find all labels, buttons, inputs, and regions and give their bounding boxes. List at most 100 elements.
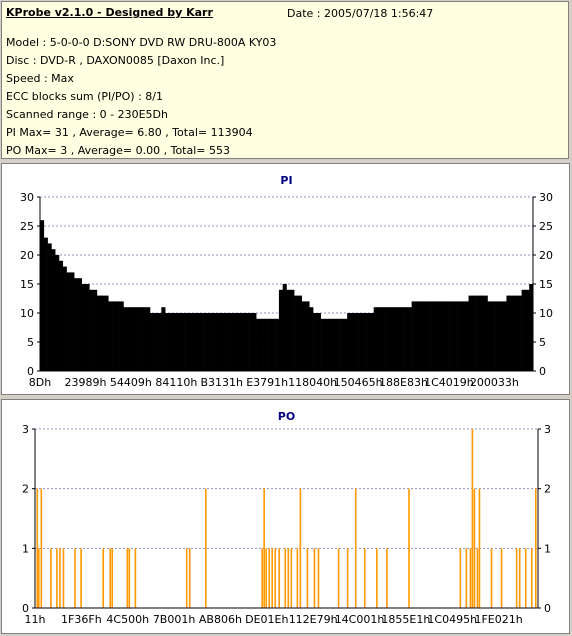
pi-bar <box>100 295 105 371</box>
pi-bar <box>123 307 128 371</box>
po-bar <box>134 548 137 608</box>
pi-bar <box>294 295 299 371</box>
po-bar <box>515 548 518 608</box>
pi-bar <box>457 301 462 371</box>
pi-bar <box>495 301 500 371</box>
po-bar <box>299 488 302 608</box>
pi-bar <box>119 301 124 371</box>
po-y-tick-label-right: 1 <box>544 542 551 555</box>
pi-bar <box>392 307 397 371</box>
po-bar <box>500 548 503 608</box>
po-bar <box>354 488 357 608</box>
po-bar <box>111 548 114 608</box>
pi-bar <box>191 313 196 371</box>
pi-bar <box>430 301 435 371</box>
pi-bar <box>517 295 522 371</box>
pi-x-tick-label: E3791h <box>246 376 288 389</box>
po-chart: PO 0 0 1 1 2 2 3 3 11h 1F36Fh 4C500h 7B001h AB806h DE0… <box>22 410 551 626</box>
pi-bar <box>115 301 120 371</box>
pi-bar <box>498 301 503 371</box>
po-bar <box>284 548 287 608</box>
pi-bar <box>43 237 48 371</box>
po-bar <box>102 548 105 608</box>
po-y-tick-label-right: 2 <box>544 483 551 496</box>
pi-x-tick-label: 188E83h <box>379 376 428 389</box>
pi-bar <box>93 289 98 371</box>
pi-bar <box>282 284 287 371</box>
pi-bar <box>354 313 359 371</box>
pi-bar <box>290 289 295 371</box>
pi-bar <box>377 307 382 371</box>
po-bar <box>263 488 265 608</box>
pi-y-tick-label: 25 <box>20 220 34 233</box>
pi-bar <box>332 318 337 371</box>
pi-x-tick-label: 150465h <box>334 376 383 389</box>
pi-bar <box>328 318 333 371</box>
po-bar <box>473 488 476 608</box>
pi-bar <box>514 295 519 371</box>
pi-y-tick-label-right: 15 <box>539 278 553 291</box>
pi-bar <box>104 295 109 371</box>
pi-bar <box>335 318 340 371</box>
pi-bar <box>320 318 325 371</box>
pi-chart: PI 0 0 5 5 10 10 15 15 20 20 25 25 30 30 8Dh 23989h 54409… <box>20 174 553 389</box>
pi-x-tick-label: 8Dh <box>29 376 51 389</box>
pi-bar <box>502 301 507 371</box>
po-y-tick-label-right: 0 <box>544 602 551 615</box>
po-bar <box>317 548 320 608</box>
pi-bar <box>529 284 534 371</box>
pi-bar <box>233 313 238 371</box>
pi-bar <box>358 313 363 371</box>
po-bar <box>185 548 188 608</box>
pi-bar <box>248 313 253 371</box>
pi-bar <box>434 301 439 371</box>
po-x-tick-label: 1C0495h <box>427 613 477 626</box>
pi-bar <box>138 307 143 371</box>
pi-bar <box>134 307 139 371</box>
pi-bar <box>468 295 473 371</box>
pi-y-tick-label: 30 <box>20 191 34 204</box>
pi-chart-panel: PI 0 0 5 5 10 10 15 15 20 20 25 25 30 30 8Dh 23989h 54409… <box>1 163 570 395</box>
pi-bar <box>47 243 52 371</box>
po-bar <box>469 548 472 608</box>
po-y-tick-label: 0 <box>22 602 29 615</box>
po-bar <box>80 548 82 608</box>
po-x-tick-label: 112E79h <box>289 613 338 626</box>
pi-bar <box>112 301 117 371</box>
pi-bar <box>40 220 45 371</box>
po-chart-title: PO <box>278 410 295 423</box>
pi-bar <box>70 272 75 371</box>
po-y-tick-label: 3 <box>22 423 29 436</box>
pi-bar <box>77 278 83 371</box>
pi-y-tick-label: 20 <box>20 249 34 262</box>
pi-y-tick-label-right: 20 <box>539 249 553 262</box>
pi-bar <box>203 313 208 371</box>
po-bar <box>518 548 521 608</box>
po-y-tick-label-right: 3 <box>544 423 551 436</box>
po-bar <box>36 488 39 608</box>
pi-bars <box>40 220 534 371</box>
pi-x-tick-label: 54409h <box>110 376 152 389</box>
po-bar <box>296 548 299 608</box>
pi-x-tick-label: 118040h <box>288 376 337 389</box>
pi-bar <box>301 301 306 371</box>
pi-bar <box>81 284 86 371</box>
po-bar <box>126 548 129 608</box>
pi-bar <box>362 313 367 371</box>
pi-bar <box>131 307 136 371</box>
pi-bar <box>441 301 447 371</box>
po-x-tick-label: 14C001h <box>335 613 385 626</box>
pi-bar <box>521 289 526 371</box>
pi-bar <box>58 260 64 371</box>
pi-bar <box>172 313 177 371</box>
pi-y-tick-label: 5 <box>27 336 34 349</box>
po-bar <box>109 548 112 608</box>
pi-bar <box>153 313 158 371</box>
pi-bar <box>419 301 424 371</box>
pi-bar <box>286 289 291 371</box>
po-bar <box>271 548 274 608</box>
range-line: Scanned range : 0 - 230E5Dh <box>6 108 168 121</box>
po-bar <box>490 548 493 608</box>
po-bar <box>478 488 481 608</box>
ecc-line: ECC blocks sum (PI/PO) : 8/1 <box>6 90 163 103</box>
